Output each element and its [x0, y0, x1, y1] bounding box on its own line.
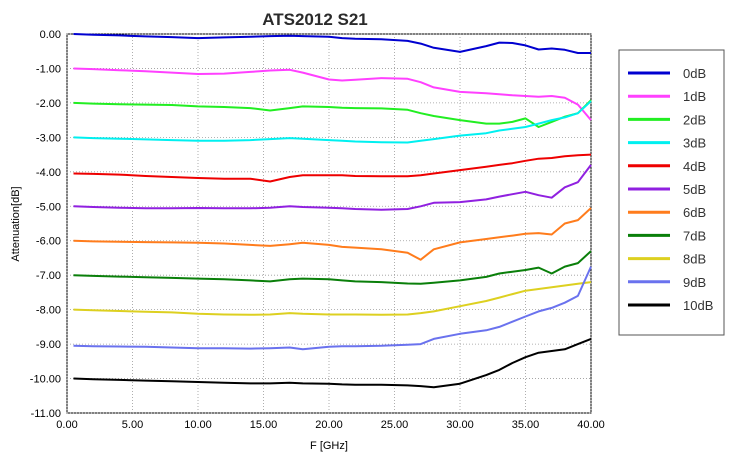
y-axis: 0.00 -1.00 -2.00 -3.00 -4.00 -5.00 -6.00 -7.00 -… [30, 29, 61, 420]
y-tick-label: -6.00 [36, 236, 61, 248]
x-axis: 0.00 5.00 10.00 15.00 20.00 25.00 30.00 35.00 40… [56, 419, 604, 431]
x-tick-label: 15.00 [250, 419, 278, 431]
legend-label: 1dB [683, 89, 706, 104]
y-tick-label: -11.00 [31, 408, 61, 420]
series-line-10dB [73, 337, 592, 389]
x-tick-label: 20.00 [315, 419, 343, 431]
y-tick-label: 0.00 [40, 29, 61, 41]
x-tick-label: 30.00 [446, 419, 474, 431]
series-line-3dB [73, 100, 592, 144]
y-tick-label: -1.00 [36, 63, 61, 75]
legend-box [618, 49, 725, 336]
legend-label: 5dB [683, 182, 706, 197]
y-tick-label: -4.00 [36, 167, 61, 179]
y-tick-label: -7.00 [36, 270, 61, 282]
legend-label: 6dB [683, 205, 706, 220]
series-line-1dB [73, 67, 592, 121]
legend-label: 4dB [683, 159, 706, 174]
legend-label: 0dB [683, 66, 706, 81]
series-line-9dB [73, 266, 592, 351]
y-tick-label: -9.00 [36, 339, 61, 351]
x-tick-label: 10.00 [184, 419, 212, 431]
x-tick-label: 40.00 [577, 419, 605, 431]
legend-label: 2dB [683, 112, 706, 127]
x-tick-label: 25.00 [381, 419, 409, 431]
legend-label: 8dB [683, 252, 706, 267]
y-tick-label: -5.00 [36, 201, 61, 213]
series-line-8dB [73, 281, 592, 316]
y-tick-label: -3.00 [36, 132, 61, 144]
grid-lines [66, 33, 592, 414]
series-line-7dB [73, 250, 592, 285]
x-tick-label: 35.00 [512, 419, 540, 431]
legend: 0dB 1dB 2dB 3dB 4dB 5dB 6dB 7dB 8dB 9dB 10dB [628, 66, 713, 313]
chart-title: ATS2012 S21 [262, 10, 368, 29]
x-tick-label: 0.00 [56, 419, 77, 431]
y-tick-label: -8.00 [36, 305, 61, 317]
series-line-6dB [73, 207, 592, 261]
x-axis-label: F [GHz] [310, 440, 348, 452]
y-tick-label: -10.00 [30, 374, 61, 386]
legend-label: 9dB [683, 275, 706, 290]
legend-label: 7dB [683, 228, 706, 243]
series-lines [73, 33, 592, 389]
series-line-0dB [73, 33, 591, 54]
y-axis-label: Attenuation[dB] [10, 186, 22, 261]
legend-label: 10dB [683, 298, 713, 313]
series-line-4dB [73, 153, 592, 183]
y-tick-label: -2.00 [36, 98, 61, 110]
legend-label: 3dB [683, 136, 706, 151]
x-tick-label: 5.00 [122, 419, 143, 431]
series-line-5dB [73, 164, 592, 211]
series-line-2dB [73, 99, 592, 128]
